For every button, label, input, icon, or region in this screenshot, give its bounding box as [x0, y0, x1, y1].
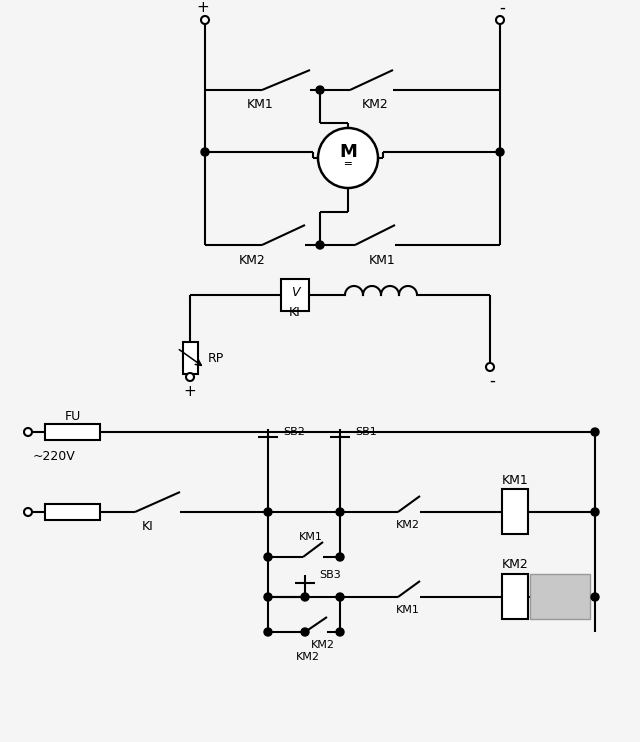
- Text: KM1: KM1: [502, 473, 529, 487]
- Text: KI: KI: [289, 306, 301, 320]
- Bar: [530, 574, 590, 619]
- Text: KM1: KM1: [246, 99, 273, 111]
- Circle shape: [336, 553, 344, 561]
- Text: KM1: KM1: [369, 254, 396, 266]
- Text: KM2: KM2: [311, 640, 335, 650]
- Text: RP: RP: [208, 352, 224, 364]
- Circle shape: [336, 508, 344, 516]
- Text: KI: KI: [142, 519, 154, 533]
- Text: +: +: [184, 384, 196, 398]
- Text: SB3: SB3: [319, 570, 340, 580]
- Circle shape: [186, 373, 194, 381]
- Circle shape: [486, 363, 494, 371]
- Circle shape: [318, 128, 378, 188]
- Bar: [183, 342, 198, 374]
- Text: ═: ═: [344, 158, 351, 168]
- Circle shape: [264, 508, 272, 516]
- Circle shape: [264, 593, 272, 601]
- Text: KM2: KM2: [296, 652, 320, 662]
- Circle shape: [201, 16, 209, 24]
- Text: -: -: [489, 372, 495, 390]
- Text: V: V: [291, 286, 300, 300]
- Text: SB1: SB1: [355, 427, 377, 437]
- Circle shape: [264, 628, 272, 636]
- Circle shape: [591, 428, 599, 436]
- Circle shape: [496, 16, 504, 24]
- Bar: [281, 279, 309, 311]
- Circle shape: [316, 86, 324, 94]
- Text: M: M: [339, 143, 357, 161]
- Circle shape: [496, 148, 504, 156]
- Circle shape: [264, 553, 272, 561]
- Bar: [45, 424, 100, 440]
- Circle shape: [591, 593, 599, 601]
- Circle shape: [24, 428, 32, 436]
- Text: ~220V: ~220V: [33, 450, 76, 464]
- Circle shape: [201, 148, 209, 156]
- Circle shape: [336, 593, 344, 601]
- Circle shape: [24, 508, 32, 516]
- Text: KM2: KM2: [502, 559, 529, 571]
- Text: KM2: KM2: [362, 99, 388, 111]
- Text: KM1: KM1: [299, 532, 323, 542]
- Text: SB2: SB2: [283, 427, 305, 437]
- Circle shape: [591, 508, 599, 516]
- Bar: [502, 574, 528, 619]
- Text: -: -: [499, 0, 505, 17]
- Text: KM2: KM2: [396, 520, 420, 530]
- Bar: [45, 504, 100, 520]
- Text: KM1: KM1: [396, 605, 420, 615]
- Text: KM2: KM2: [239, 254, 266, 266]
- Bar: [502, 489, 528, 534]
- Text: FU: FU: [65, 410, 81, 424]
- Circle shape: [336, 628, 344, 636]
- Circle shape: [301, 628, 309, 636]
- Text: +: +: [196, 1, 209, 16]
- Circle shape: [316, 241, 324, 249]
- Circle shape: [301, 593, 309, 601]
